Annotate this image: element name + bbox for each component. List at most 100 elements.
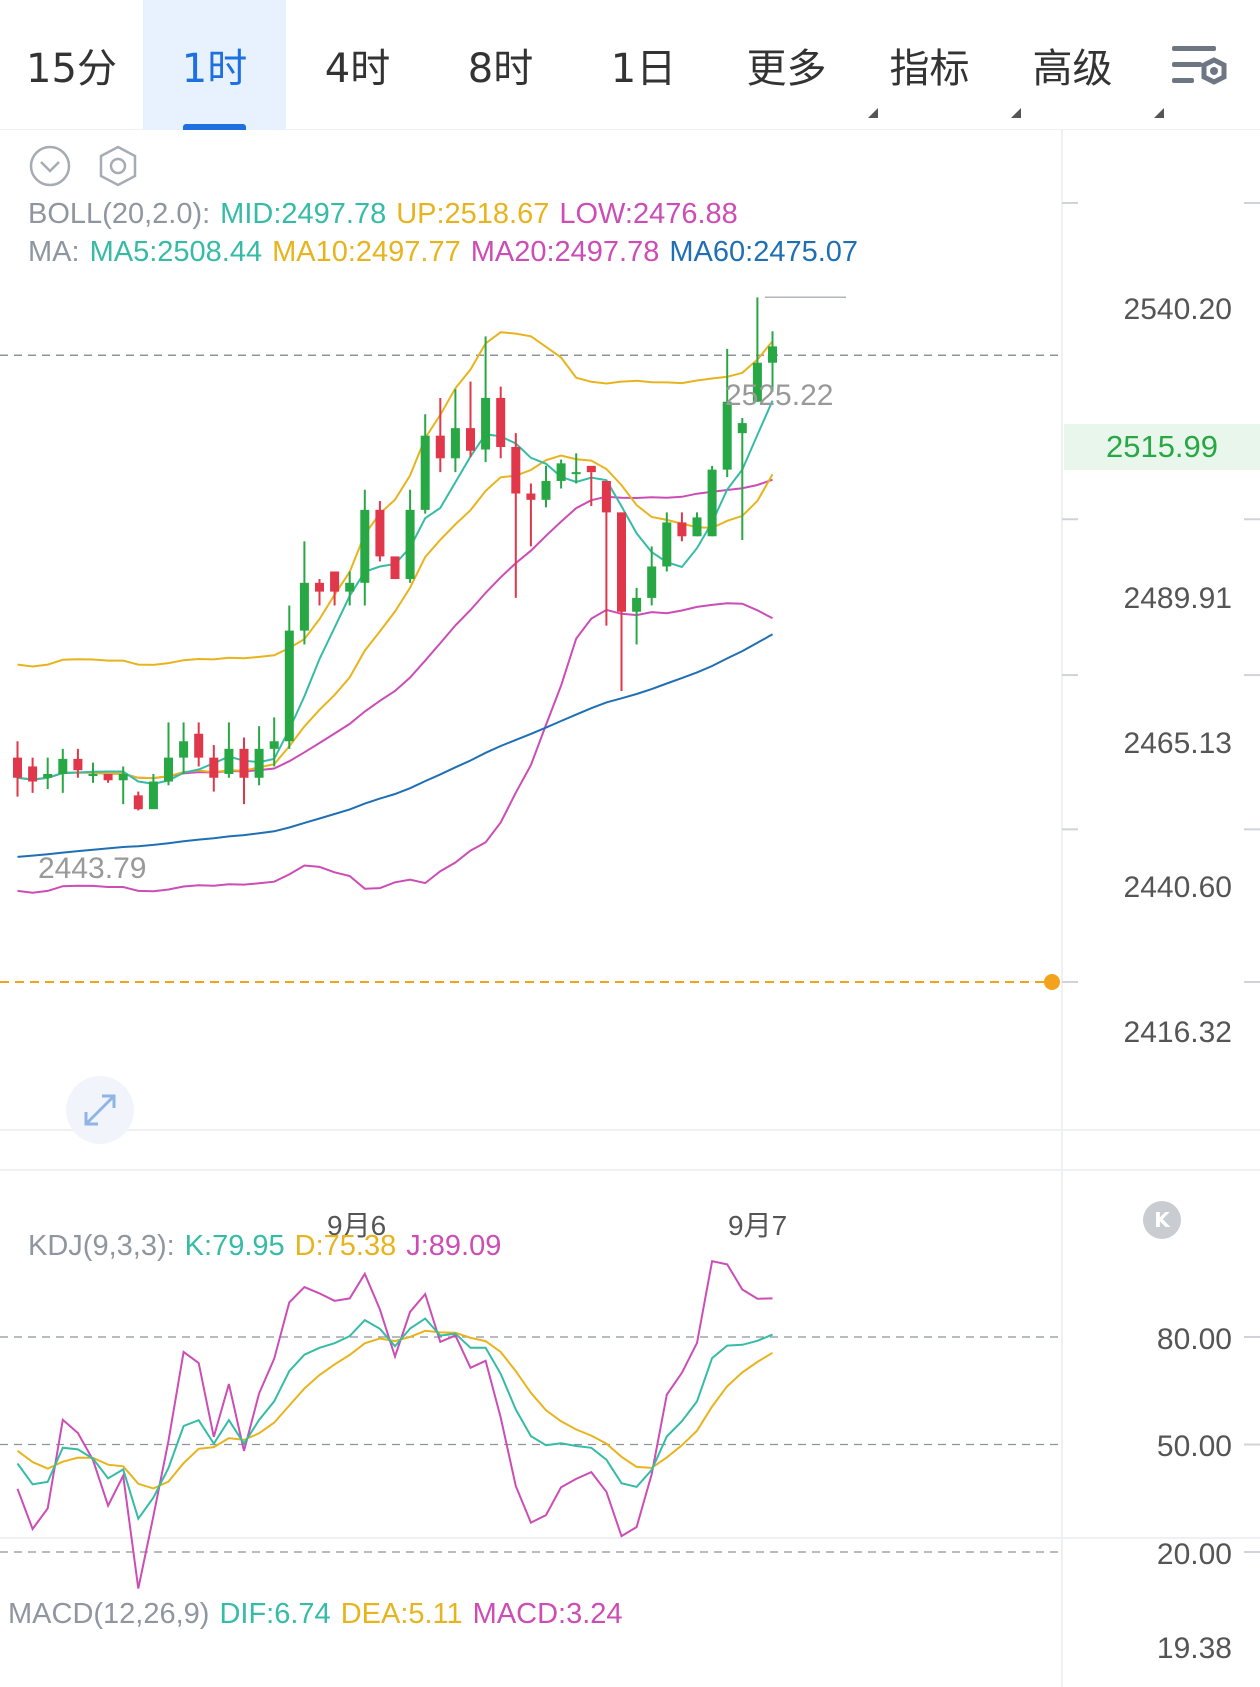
candle-body: [692, 517, 702, 537]
ma5-line: [17, 400, 774, 785]
candle-body: [330, 571, 340, 592]
timeframe-toolbar: 15分 1时 4时 8时 1日 更多 指标 高级: [0, 0, 1260, 130]
kdj-k: K:79.95: [184, 1230, 285, 1262]
candle-body: [118, 773, 128, 781]
kdj-axis-label: 20.00: [1156, 1538, 1232, 1571]
candle-body: [103, 773, 113, 781]
price-axis-label: 2440.60: [1123, 871, 1232, 904]
candle-body: [13, 757, 22, 778]
ma20-line: [17, 478, 773, 781]
candle-body: [58, 758, 68, 774]
tab-label: 1日: [610, 46, 677, 92]
candle-body: [390, 556, 400, 580]
price-alert-dot: [1044, 974, 1060, 990]
candle-body: [466, 428, 475, 451]
tab-4h[interactable]: 4时: [286, 0, 429, 130]
candle-body: [617, 512, 626, 612]
candle-body: [768, 346, 777, 363]
candle-body: [43, 773, 53, 778]
macd-axis-label: 19.38: [1156, 1632, 1232, 1665]
candle-body: [179, 741, 189, 758]
macd-value: MACD:3.24: [472, 1598, 623, 1630]
tab-label: 1时: [181, 46, 248, 92]
tab-advanced-dropdown[interactable]: 高级: [1001, 0, 1164, 130]
boll-upper-line: [17, 331, 774, 668]
kdj-axis-label: 50.00: [1156, 1430, 1232, 1463]
macd-dif: DIF:6.74: [219, 1598, 331, 1630]
k-logo-icon[interactable]: K: [1143, 1201, 1181, 1239]
candle-body: [239, 748, 249, 778]
ma-prefix: MA:: [28, 236, 80, 268]
date-axis-label: 9月6: [327, 1210, 387, 1241]
candle-body: [541, 480, 551, 500]
tab-label: 4时: [324, 46, 391, 92]
tab-label: 15分: [26, 46, 117, 92]
tab-8h[interactable]: 8时: [429, 0, 572, 130]
macd-dea: DEA:5.11: [340, 1598, 463, 1630]
candle-body: [194, 733, 204, 758]
kdj-d-line: [16, 1329, 774, 1490]
candle-body: [556, 463, 566, 481]
chart-settings-icon[interactable]: [1170, 40, 1232, 96]
candle-body: [737, 423, 747, 434]
kdj-axis-label: 80.00: [1156, 1323, 1232, 1356]
boll-lower-line: [17, 602, 773, 894]
boll-low: LOW:2476.88: [559, 198, 738, 230]
kdj-prefix: KDJ(9,3,3):: [28, 1230, 175, 1262]
current-price-tag: 2515.99: [1064, 424, 1260, 470]
chart-area[interactable]: BOLL(20,2.0): MID:2497.78 UP:2518.67 LOW:24…: [0, 130, 1260, 1687]
candle-body: [254, 748, 264, 778]
ma10-value: MA10:2497.77: [272, 236, 461, 268]
kdj-j-line: [16, 1260, 773, 1589]
low-price-annotation: 2443.79: [38, 852, 147, 885]
candle-body: [496, 397, 506, 447]
ma5-value: MA5:2508.44: [89, 236, 263, 268]
ma-legend: MA: MA5:2508.44 MA10:2497.77 MA20:2497.78 MA…: [28, 236, 868, 269]
tab-more-dropdown[interactable]: 更多: [715, 0, 878, 130]
candle-body: [360, 509, 370, 583]
candle-body: [405, 509, 415, 580]
price-axis-label: 2416.32: [1123, 1016, 1232, 1049]
candle-body: [722, 401, 732, 470]
candle-body: [88, 773, 98, 776]
ma10-line: [17, 454, 774, 781]
collapse-chevron-icon[interactable]: [28, 144, 72, 188]
tab-15m[interactable]: 15分: [0, 0, 143, 130]
candle-body: [632, 597, 642, 612]
dropdown-caret-icon: [1154, 108, 1164, 118]
candle-body: [586, 465, 596, 473]
candle-body: [299, 582, 309, 631]
macd-legend: MACD(12,26,9) DIF:6.74 DEA:5.11 MACD:3.24: [8, 1598, 633, 1631]
ma20-value: MA20:2497.78: [470, 236, 660, 268]
candle-body: [375, 509, 385, 557]
candle-body: [269, 741, 279, 749]
candle-body: [345, 582, 355, 592]
macd-prefix: MACD(12,26,9): [8, 1598, 210, 1630]
price-axis-label: 2465.13: [1123, 727, 1232, 760]
kdj-k-line: [16, 1317, 773, 1521]
candle-body: [571, 472, 581, 475]
tab-label: 更多: [746, 46, 827, 92]
chart-canvas[interactable]: [0, 130, 1260, 1687]
tab-1h[interactable]: 1时: [143, 0, 286, 130]
candle-body: [148, 781, 158, 810]
candle-body: [420, 435, 430, 510]
indicator-settings-icon[interactable]: [96, 144, 140, 188]
candle-body: [28, 766, 38, 782]
candle-body: [526, 493, 536, 500]
boll-prefix: BOLL(20,2.0):: [28, 198, 211, 230]
candle-body: [601, 480, 611, 513]
candle-body: [481, 397, 491, 450]
tab-1d[interactable]: 1日: [572, 0, 715, 130]
expand-chart-icon[interactable]: [66, 1076, 134, 1144]
ma60-value: MA60:2475.07: [669, 236, 859, 268]
candle-body: [284, 630, 294, 742]
dropdown-caret-icon: [868, 108, 878, 118]
boll-legend: BOLL(20,2.0): MID:2497.78 UP:2518.67 LOW:24…: [28, 198, 748, 231]
boll-up: UP:2518.67: [396, 198, 550, 230]
tab-label: 8时: [467, 46, 534, 92]
price-axis-label: 2540.20: [1123, 293, 1232, 326]
tab-indicators-dropdown[interactable]: 指标: [858, 0, 1021, 130]
candle-body: [435, 435, 445, 459]
dropdown-caret-icon: [1011, 108, 1021, 118]
